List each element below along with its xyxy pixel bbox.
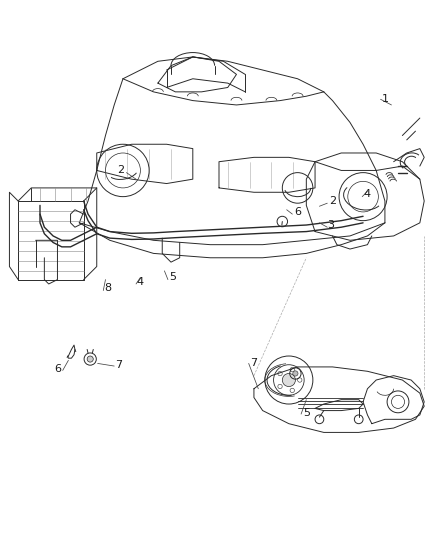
Circle shape — [87, 356, 93, 362]
Text: 4: 4 — [364, 189, 371, 199]
Text: 8: 8 — [104, 284, 111, 293]
Text: 1: 1 — [381, 94, 389, 104]
Text: 5: 5 — [303, 408, 310, 418]
Circle shape — [293, 371, 298, 376]
Text: 4: 4 — [137, 277, 144, 287]
Circle shape — [283, 374, 295, 386]
Text: 7: 7 — [251, 358, 258, 368]
Text: 6: 6 — [54, 364, 61, 374]
Text: 6: 6 — [294, 207, 301, 217]
Text: 3: 3 — [327, 220, 334, 230]
Text: 2: 2 — [117, 165, 124, 175]
Text: 7: 7 — [115, 360, 122, 370]
Text: 5: 5 — [170, 272, 177, 282]
Text: 2: 2 — [329, 196, 336, 206]
